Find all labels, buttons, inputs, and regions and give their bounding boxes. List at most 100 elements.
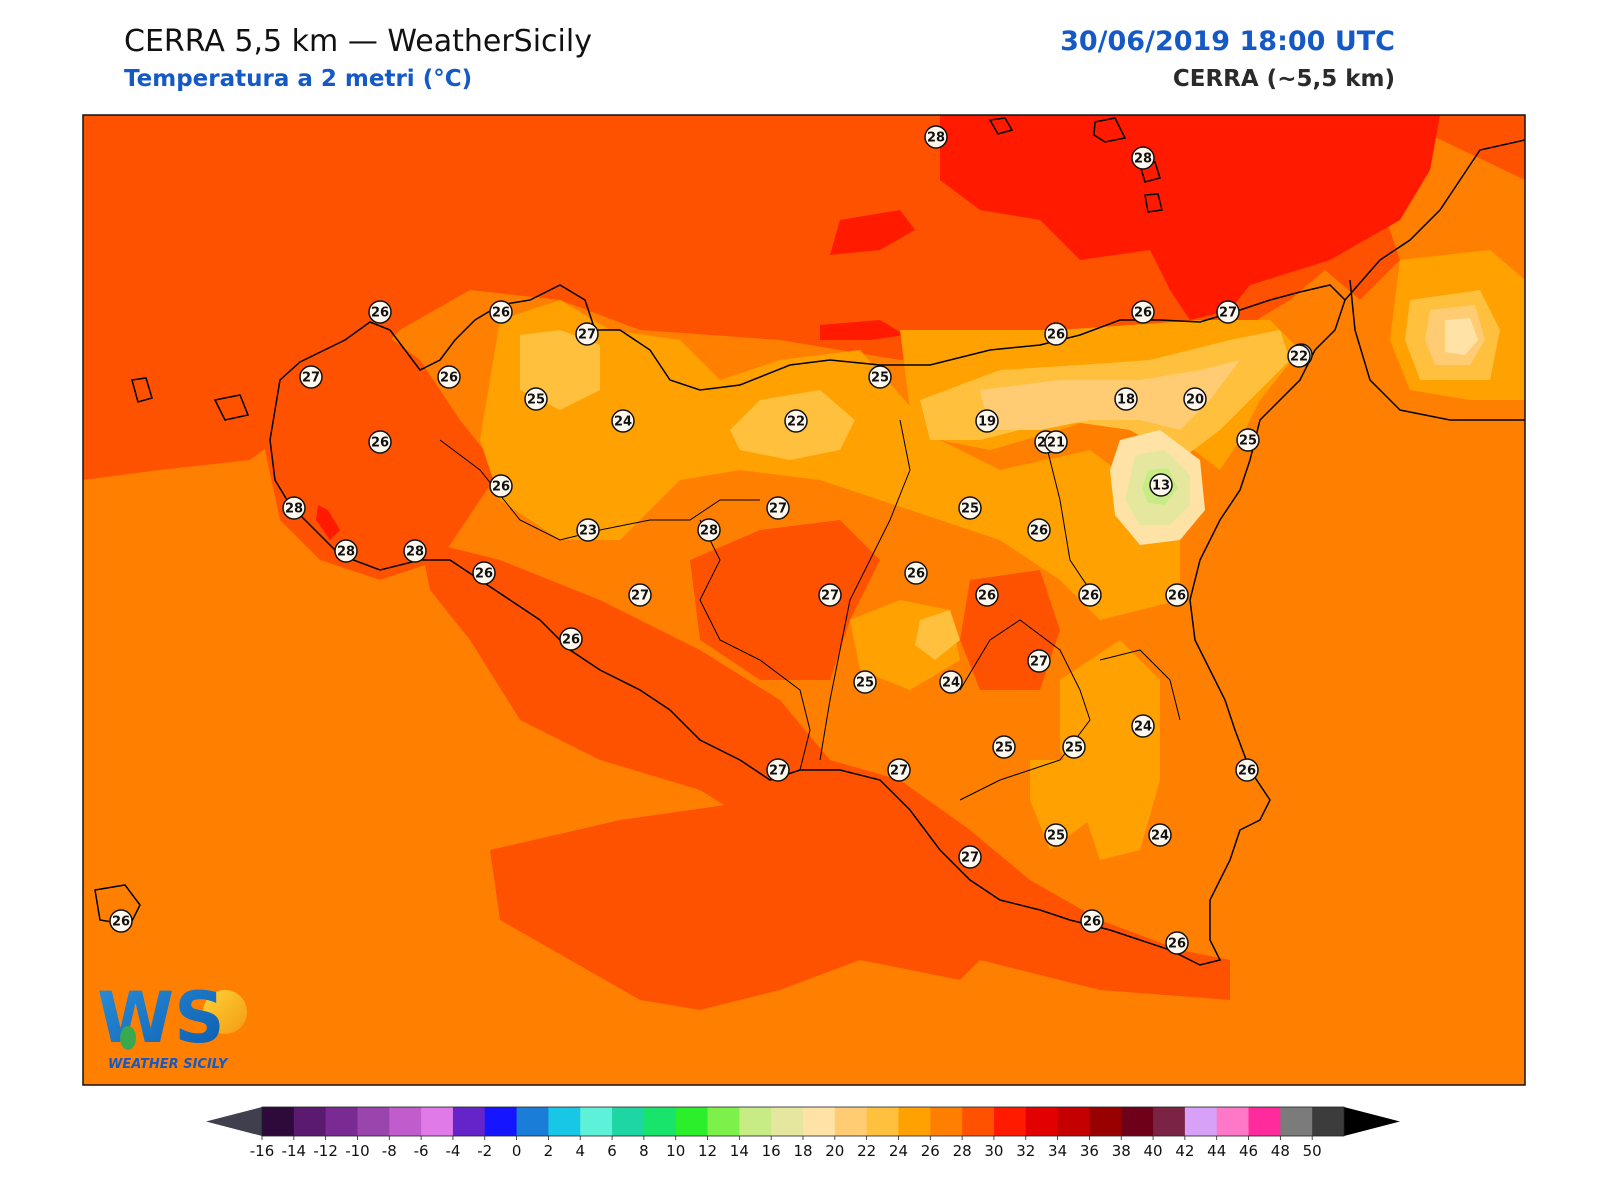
station-value: 27 (302, 371, 320, 386)
colorbar-tick-label: 26 (921, 1142, 940, 1160)
station-circle (437, 365, 461, 389)
station-marker: 28 (697, 518, 721, 542)
station-value: 26 (371, 436, 389, 451)
field-26-28-east (960, 570, 1060, 690)
station-value: 26 (1168, 937, 1186, 952)
station-value: 18 (1117, 393, 1135, 408)
map-model-label: CERRA (~5,5 km) (1172, 66, 1395, 92)
station-marker: 18 (1114, 387, 1138, 411)
colorbar-swatch (612, 1107, 645, 1136)
station-circle (1183, 387, 1207, 411)
island-favignana (213, 394, 250, 421)
station-value: 22 (1290, 350, 1308, 365)
station-circle (697, 518, 721, 542)
station-marker: 27 (887, 758, 911, 782)
province-border (1099, 649, 1181, 721)
station-circle (818, 583, 842, 607)
station-marker: 27 (1027, 649, 1051, 673)
colorbar-tick-label: -2 (477, 1142, 492, 1160)
station-marker: 25 (1236, 428, 1260, 452)
colorbar-swatch (1248, 1107, 1281, 1136)
station-circle (1131, 300, 1155, 324)
field-28-30-patch2 (820, 320, 905, 340)
station-marker: 28 (1131, 146, 1155, 170)
colorbar-swatch (962, 1107, 995, 1136)
colorbar-swatch (1089, 1107, 1122, 1136)
colorbar-over-arrow (1344, 1107, 1400, 1136)
colorbar-tick-label: -6 (414, 1142, 429, 1160)
station-circle (1062, 735, 1086, 759)
station-circle (904, 561, 928, 585)
colorbar-tick-label: -16 (250, 1142, 275, 1160)
sicily-coast (269, 284, 1346, 966)
station-marker: 28 (334, 539, 358, 563)
station-circle (489, 474, 513, 498)
colorbar-tick-label: 6 (607, 1142, 617, 1160)
colorbar-tick-label: -4 (445, 1142, 460, 1160)
province-border (699, 519, 811, 771)
station-value: 22 (787, 415, 805, 430)
colorbar-tick-label: 8 (639, 1142, 649, 1160)
station-marker: 26 (1027, 518, 1051, 542)
station-value: 26 (475, 567, 493, 582)
station-circle (334, 539, 358, 563)
colorbar-tick-label: 24 (889, 1142, 908, 1160)
colorbar-swatch (898, 1107, 931, 1136)
station-value: 26 (440, 371, 458, 386)
station-marker: 24 (611, 409, 635, 433)
station-value: 26 (492, 306, 510, 321)
station-marker: 24 (1148, 823, 1172, 847)
province-border (1044, 439, 1091, 591)
station-circle (1149, 473, 1173, 497)
colorbar-swatch (389, 1107, 422, 1136)
station-value: 27 (578, 328, 596, 343)
station-circle (403, 539, 427, 563)
station-circle (1078, 583, 1102, 607)
station-circle (524, 387, 548, 411)
station-value: 13 (1152, 479, 1170, 494)
station-marker: 22 (784, 409, 808, 433)
colorbar-swatch (548, 1107, 581, 1136)
station-circle (1027, 649, 1051, 673)
station-circle (1236, 428, 1260, 452)
coastlines (94, 117, 1526, 966)
station-circle (611, 409, 635, 433)
station-circle (1027, 518, 1051, 542)
station-marker: 26 (109, 909, 133, 933)
field-22-24-patch (915, 610, 960, 660)
island-salina (1093, 117, 1127, 143)
station-value: 26 (1168, 589, 1186, 604)
station-value: 20 (1186, 393, 1204, 408)
colorbar-swatch (834, 1107, 868, 1136)
station-marker: 28 (924, 125, 948, 149)
temperature-field (83, 115, 1525, 1085)
station-circle (575, 322, 599, 346)
station-marker: 26 (975, 583, 999, 607)
station-value: 27 (961, 851, 979, 866)
colorbar-tick-label: 36 (1080, 1142, 1099, 1160)
colorbar-tick-label: 14 (730, 1142, 749, 1160)
colorbar-tick-label: 4 (575, 1142, 585, 1160)
station-circle (1287, 344, 1311, 368)
field-24-26-interior (480, 300, 1180, 620)
colorbar-swatch (866, 1107, 899, 1136)
station-circle (887, 758, 911, 782)
colorbar-swatch (325, 1107, 358, 1136)
station-value: 27 (1219, 306, 1237, 321)
station-marker: 26 (1131, 300, 1155, 324)
station-marker: 25 (1062, 735, 1086, 759)
station-value: 26 (371, 306, 389, 321)
station-marker: 25 (958, 496, 982, 520)
station-circle (559, 627, 583, 651)
station-marker: 28 (282, 496, 306, 520)
colorbar-swatch (262, 1107, 295, 1136)
station-value: 28 (285, 502, 303, 517)
station-value: 25 (856, 676, 874, 691)
colorbar-swatch (357, 1107, 390, 1136)
station-circle (958, 496, 982, 520)
station-value: 27 (769, 502, 787, 517)
colorbar-tick-label: 48 (1271, 1142, 1290, 1160)
station-marker: 26 (472, 561, 496, 585)
field-28-30-north (940, 115, 1440, 320)
